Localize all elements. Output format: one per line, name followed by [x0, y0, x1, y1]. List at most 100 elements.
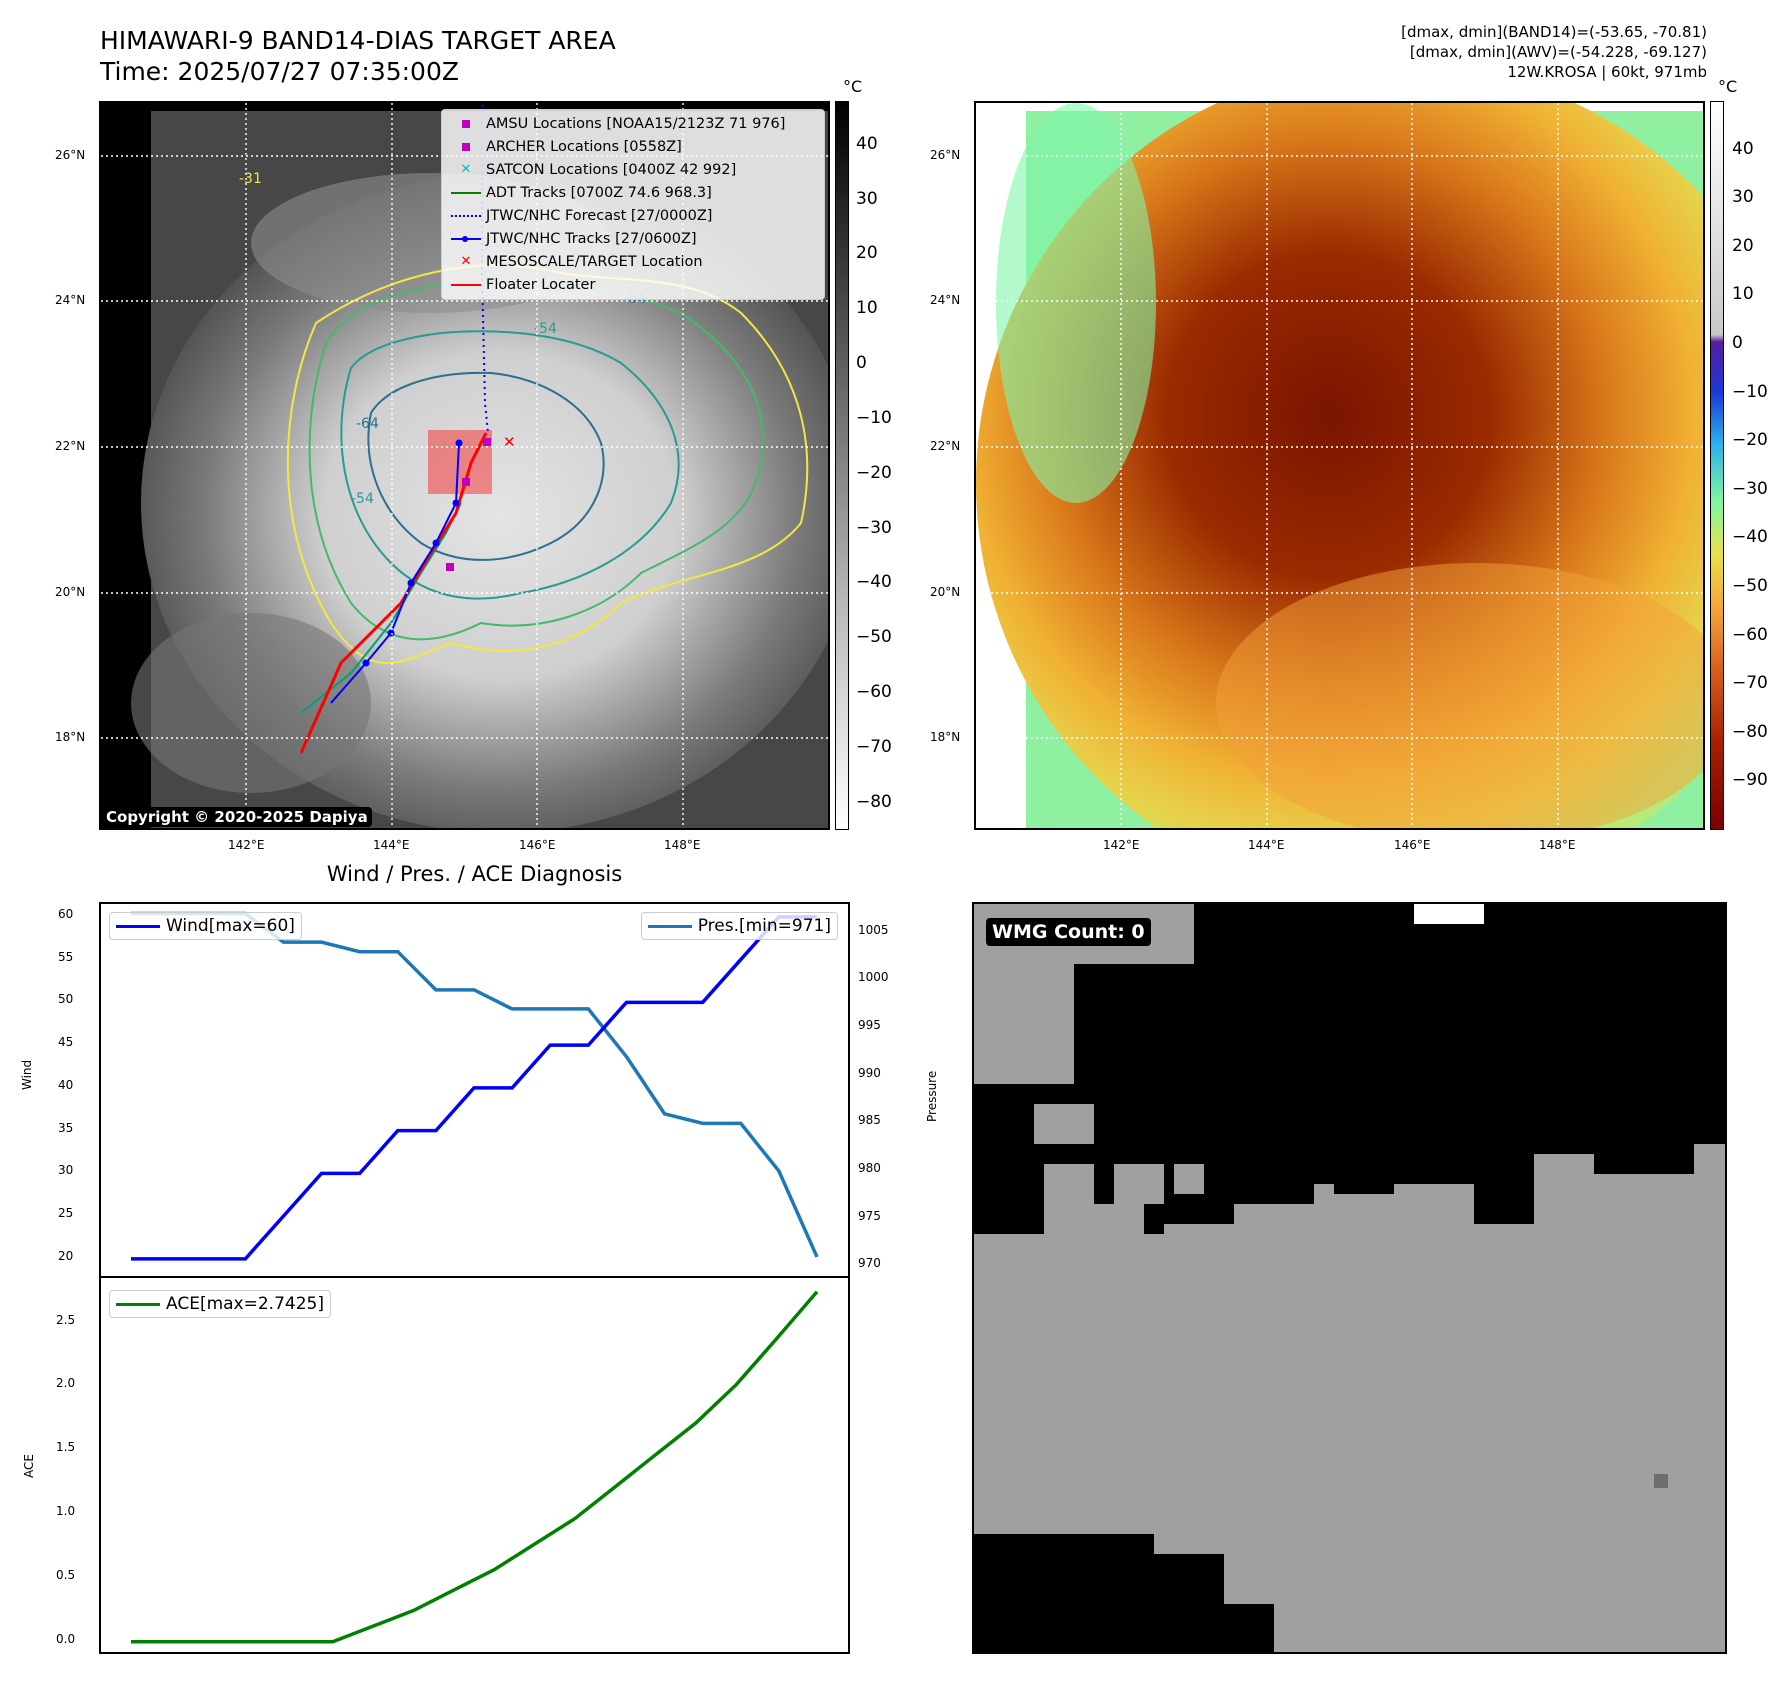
- lon-tick: 146°E: [1394, 838, 1431, 852]
- lat-tick: 26°N: [55, 148, 86, 162]
- wind-pressure-chart: Wind[max=60] Pres.[min=971]: [99, 902, 850, 1278]
- ace-axis-label: ACE: [22, 1454, 36, 1478]
- colorbar-tick: −80: [1732, 721, 1768, 742]
- colorbar-tick: −10: [1732, 381, 1768, 402]
- line-swatch-icon: [116, 1302, 160, 1306]
- solid-line-icon: [451, 283, 481, 286]
- lat-tick: 18°N: [930, 730, 961, 744]
- wind-axis-label: Wind: [20, 1059, 34, 1090]
- gray-colorbar-unit: °C: [843, 77, 863, 96]
- contour-label: -54: [534, 321, 557, 337]
- pressure-axis-tick: 985: [858, 1113, 881, 1128]
- gray-colorbar: [835, 101, 849, 830]
- legend-item: JTWC/NHC Forecast [27/0000Z]: [446, 204, 824, 227]
- legend-item: ✕ SATCON Locations [0400Z 42 992]: [446, 158, 824, 181]
- square-marker-icon: [462, 142, 470, 151]
- wind-axis-tick: 55: [58, 949, 74, 964]
- wind-axis-tick: 30: [58, 1163, 74, 1178]
- ace-axis-tick: 2.5: [56, 1312, 76, 1327]
- colorbar-tick: 30: [1732, 187, 1754, 208]
- colorbar-tick: −60: [856, 681, 892, 702]
- colorbar-tick: −50: [1732, 576, 1768, 596]
- awv-colorbar: [1710, 101, 1724, 830]
- colorbar-tick: −60: [1732, 624, 1768, 645]
- wind-axis-tick: 20: [58, 1248, 74, 1263]
- wind-axis-tick: 35: [58, 1120, 74, 1135]
- legend-item: ✕ MESOSCALE/TARGET Location: [446, 250, 824, 273]
- contour-label: -64: [356, 416, 379, 432]
- x-marker-icon: ✕: [460, 254, 472, 269]
- colorbar-tick: 30: [856, 188, 878, 209]
- colorbar-tick: 0: [1732, 333, 1743, 353]
- colorbar-tick: −20: [1732, 430, 1768, 451]
- line-dot-icon: [446, 230, 486, 248]
- colorbar-tick: −50: [856, 627, 892, 648]
- wind-axis-tick: 45: [58, 1035, 74, 1050]
- awv-range: [dmax, dmin](AWV)=(-54.228, -69.127): [1409, 43, 1707, 61]
- awv-map-image: [976, 103, 1703, 828]
- wmg-count-label: WMG Count: 0: [986, 918, 1151, 946]
- wmg-panel: WMG Count: 0: [972, 902, 1727, 1654]
- x-marker-icon: ✕: [460, 162, 472, 177]
- colorbar-tick: −70: [856, 736, 892, 757]
- ace-axis-tick: 2.0: [56, 1376, 76, 1391]
- square-marker-icon: [462, 119, 470, 128]
- ace-series-line: [131, 1290, 819, 1644]
- lat-tick: 26°N: [930, 148, 961, 162]
- floater-track-line: [299, 432, 488, 754]
- lat-tick: 24°N: [930, 293, 961, 307]
- lon-tick: 144°E: [1248, 838, 1285, 852]
- contour-label: -54: [351, 491, 374, 507]
- lat-tick: 24°N: [55, 293, 86, 307]
- colorbar-tick: 10: [856, 298, 878, 319]
- lat-tick: 18°N: [55, 730, 86, 744]
- lon-tick: 142°E: [1103, 838, 1140, 852]
- colorbar-tick: 40: [1732, 138, 1754, 159]
- chart-time: Time: 2025/07/27 07:35:00Z: [100, 57, 459, 86]
- copyright-label: Copyright © 2020-2025 Dapiya: [102, 807, 372, 827]
- wind-axis-tick: 40: [58, 1077, 74, 1092]
- legend-item: JTWC/NHC Tracks [27/0600Z]: [446, 227, 824, 250]
- storm-info: 12W.KROSA | 60kt, 971mb: [1507, 63, 1707, 81]
- map-legend: AMSU Locations [NOAA15/2123Z 71 976] ARC…: [441, 109, 825, 300]
- lon-tick: 148°E: [664, 838, 701, 852]
- ace-chart: ACE[max=2.7425]: [99, 1276, 850, 1654]
- colorbar-tick: −80: [856, 791, 892, 812]
- band14-range: [dmax, dmin](BAND14)=(-53.65, -70.81): [1401, 23, 1707, 41]
- line-swatch-icon: [647, 924, 692, 928]
- chart-title: HIMAWARI-9 BAND14-DIAS TARGET AREA: [100, 26, 616, 55]
- ace-axis-tick: 1.5: [56, 1440, 76, 1455]
- lon-tick: 146°E: [519, 838, 556, 852]
- pressure-axis-tick: 975: [858, 1208, 881, 1223]
- solid-line-icon: [451, 191, 481, 194]
- line-swatch-icon: [116, 924, 160, 928]
- colorbar-tick: 40: [856, 133, 878, 154]
- ace-axis-tick: 1.0: [56, 1504, 76, 1519]
- colorbar-tick: −90: [1732, 770, 1768, 791]
- colorbar-tick: −20: [856, 462, 892, 483]
- legend-item: AMSU Locations [NOAA15/2123Z 71 976]: [446, 112, 824, 135]
- colorbar-tick: −10: [856, 407, 892, 428]
- ace-legend: ACE[max=2.7425]: [109, 1290, 331, 1318]
- pressure-axis-tick: 970: [858, 1256, 881, 1271]
- pressure-axis-tick: 990: [858, 1065, 881, 1080]
- legend-item: Floater Locater: [446, 273, 824, 296]
- pressure-axis-tick: 995: [858, 1018, 881, 1032]
- colorbar-tick: 20: [1732, 235, 1754, 256]
- wind-axis-tick: 25: [58, 1206, 74, 1221]
- colorbar-tick: −40: [856, 572, 892, 593]
- colorbar-tick: 20: [856, 243, 878, 264]
- pressure-axis-label: Pressure: [925, 1070, 939, 1122]
- lon-tick: 148°E: [1539, 838, 1576, 852]
- wind-series-line: [131, 915, 817, 1261]
- ace-axis-tick: 0.5: [56, 1567, 76, 1582]
- colorbar-tick: −30: [856, 517, 892, 538]
- wind-legend: Wind[max=60]: [109, 912, 302, 940]
- colorbar-tick: 0: [856, 353, 867, 374]
- lon-tick: 144°E: [373, 838, 410, 852]
- ir-map-panel: ✕ -31 -54 -54 -64 -64 AMSU Locations [NO…: [99, 101, 830, 830]
- ace-axis-tick: 0.0: [56, 1631, 76, 1646]
- lon-tick: 142°E: [228, 838, 265, 852]
- awv-map-panel: [974, 101, 1705, 830]
- wmg-image: [974, 904, 1725, 1652]
